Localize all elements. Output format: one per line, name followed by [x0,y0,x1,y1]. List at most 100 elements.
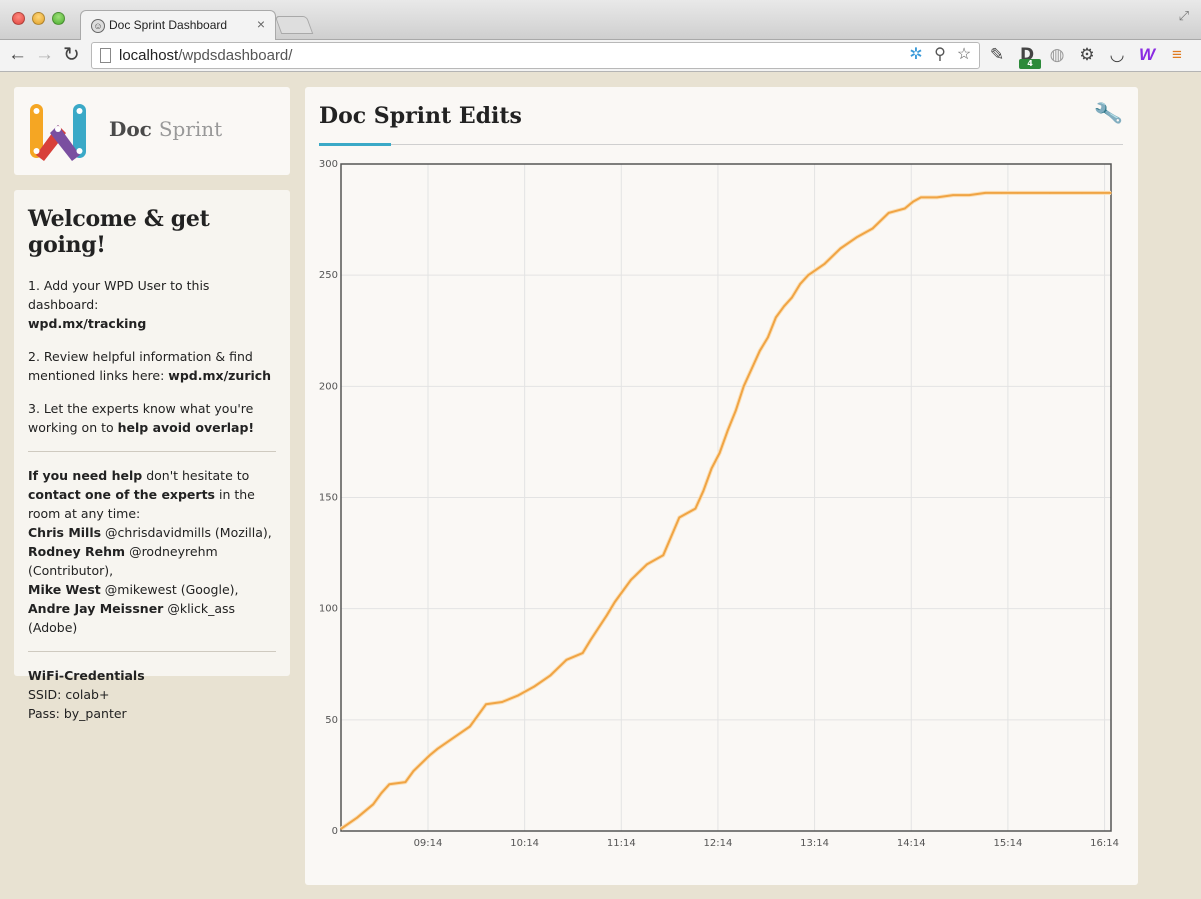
browser-tab-active[interactable]: ☺ Doc Sprint Dashboard × [80,10,276,41]
forward-arrow-icon[interactable]: → [35,44,54,65]
data-point [436,747,439,750]
data-point [920,196,922,199]
help-section: If you need help don't hesitate to conta… [28,466,276,637]
data-point [855,236,858,239]
data-point [742,385,745,388]
expert-name: Chris Mills [28,525,102,540]
window-maximize-button[interactable] [52,12,65,25]
data-point [340,827,342,830]
wifi-title: WiFi-Credentials [28,668,145,683]
step-2: 2. Review helpful information & find men… [28,347,276,385]
y-tick-label: 250 [319,270,338,281]
pocket-icon[interactable]: ◡ [1109,45,1125,64]
extension-w-icon[interactable]: W [1138,45,1156,64]
new-tab-button[interactable] [274,16,314,34]
extension-network-icon[interactable]: ✲ [909,46,923,63]
y-tick-label: 200 [319,381,338,392]
data-point [887,212,890,214]
data-point [372,803,375,806]
expert-detail: @klick_ass (Adobe) [28,601,236,635]
step-3: 3. Let the experts know what you're work… [28,399,276,437]
tracking-link[interactable]: wpd.mx/tracking [28,316,147,331]
window-close-button[interactable] [12,12,25,25]
data-point [1016,192,1019,194]
title-accent-bar [319,143,391,146]
step-1-text: 1. Add your WPD User to this dashboard: [28,278,210,312]
data-point [485,703,487,706]
y-tick-label: 150 [319,493,338,504]
data-point [678,516,681,519]
globe-extension-icon[interactable]: ◍ [1049,45,1065,64]
browser-titlebar: ☺ Doc Sprint Dashboard × ⤢ [0,0,1201,41]
data-point [646,563,648,565]
divider [28,651,276,652]
data-point [759,349,761,352]
expert-detail: @rodneyrehm (Contributor), [28,544,218,578]
chart-card: Doc Sprint Edits 🔧 0 50 100 150 200 250 300 09:… [305,87,1138,885]
url-text[interactable]: localhost/wpdsdashboard/ [119,47,292,64]
menu-icon[interactable]: ≡ [1172,45,1182,64]
reload-icon[interactable]: ↻ [63,44,80,66]
expert-name: Mike West [28,582,101,597]
plot-frame [340,163,1112,832]
extension-badge: 4 [1019,59,1041,69]
page-body: Doc Sprint Welcome & get going! 1. Add y… [0,73,1201,899]
search-icon[interactable]: ⚲ [934,46,946,63]
data-point [622,590,624,592]
y-tick-label: 300 [319,159,338,170]
welcome-title: Welcome & get going! [28,206,210,258]
gear-icon[interactable]: ⚙ [1079,45,1095,64]
data-point [984,192,987,194]
expert-name: Rodney Rehm [28,544,126,559]
data-point [952,194,954,196]
x-tick-label: 10:14 [510,838,539,849]
data-point [775,316,777,319]
tab-close-icon[interactable]: × [256,16,265,32]
data-point [871,227,874,230]
data-point [823,263,826,265]
logo-word-doc: Doc [109,117,152,141]
zurich-link[interactable]: wpd.mx/zurich [168,368,272,383]
data-point [1048,192,1051,194]
window-minimize-button[interactable] [32,12,45,25]
y-tick-label: 0 [332,826,338,837]
title-rule [319,144,1123,145]
expert-name: Andre Jay Meissner [28,601,164,616]
url-host: localhost [119,47,179,64]
data-point [469,725,471,728]
data-point [565,659,568,661]
data-point [734,409,737,412]
wrench-tool-icon[interactable]: ✎ [989,45,1005,64]
bookmark-star-icon[interactable]: ☆ [956,46,972,63]
data-point [936,196,938,199]
data-point [1081,192,1083,194]
x-tick-label: 12:14 [704,838,733,849]
back-arrow-icon[interactable]: ← [8,44,27,65]
data-point [501,701,503,703]
expert-detail: @mikewest (Google), [104,582,239,597]
data-point [1110,192,1112,194]
step-3-text: 3. Let the experts know what you're work… [28,401,254,435]
step-1: 1. Add your WPD User to this dashboard: … [28,276,276,333]
step-2-text: 2. Review helpful information & find men… [28,349,253,383]
step-3-bold: help avoid overlap! [117,420,255,435]
x-tick-label: 13:14 [800,838,829,849]
data-point [702,490,705,492]
fullscreen-icon[interactable]: ⤢ [1178,8,1189,23]
wifi-ssid: SSID: colab+ [28,687,110,702]
wifi-section: WiFi-Credentials SSID: colab+ Pass: by_p… [28,666,276,723]
edits-line-chart: 0 50 100 150 200 250 300 09:14 10:14 11:14 12:14 13… [319,159,1119,849]
logo-word-sprint: Sprint [158,117,223,141]
logo-text: Doc Sprint [109,117,222,141]
docsprint-logo-icon [30,104,86,161]
help-text-2: in the room at any time: [28,487,255,521]
data-point [1000,192,1003,194]
data-point [791,296,793,299]
data-point [895,209,898,212]
page-icon [100,48,111,63]
address-bar[interactable]: localhost/wpdsdashboard/ ✲ ⚲ ☆ [91,42,980,69]
series-line-shadow [339,190,1111,831]
data-point [605,614,608,617]
data-point [549,674,552,677]
